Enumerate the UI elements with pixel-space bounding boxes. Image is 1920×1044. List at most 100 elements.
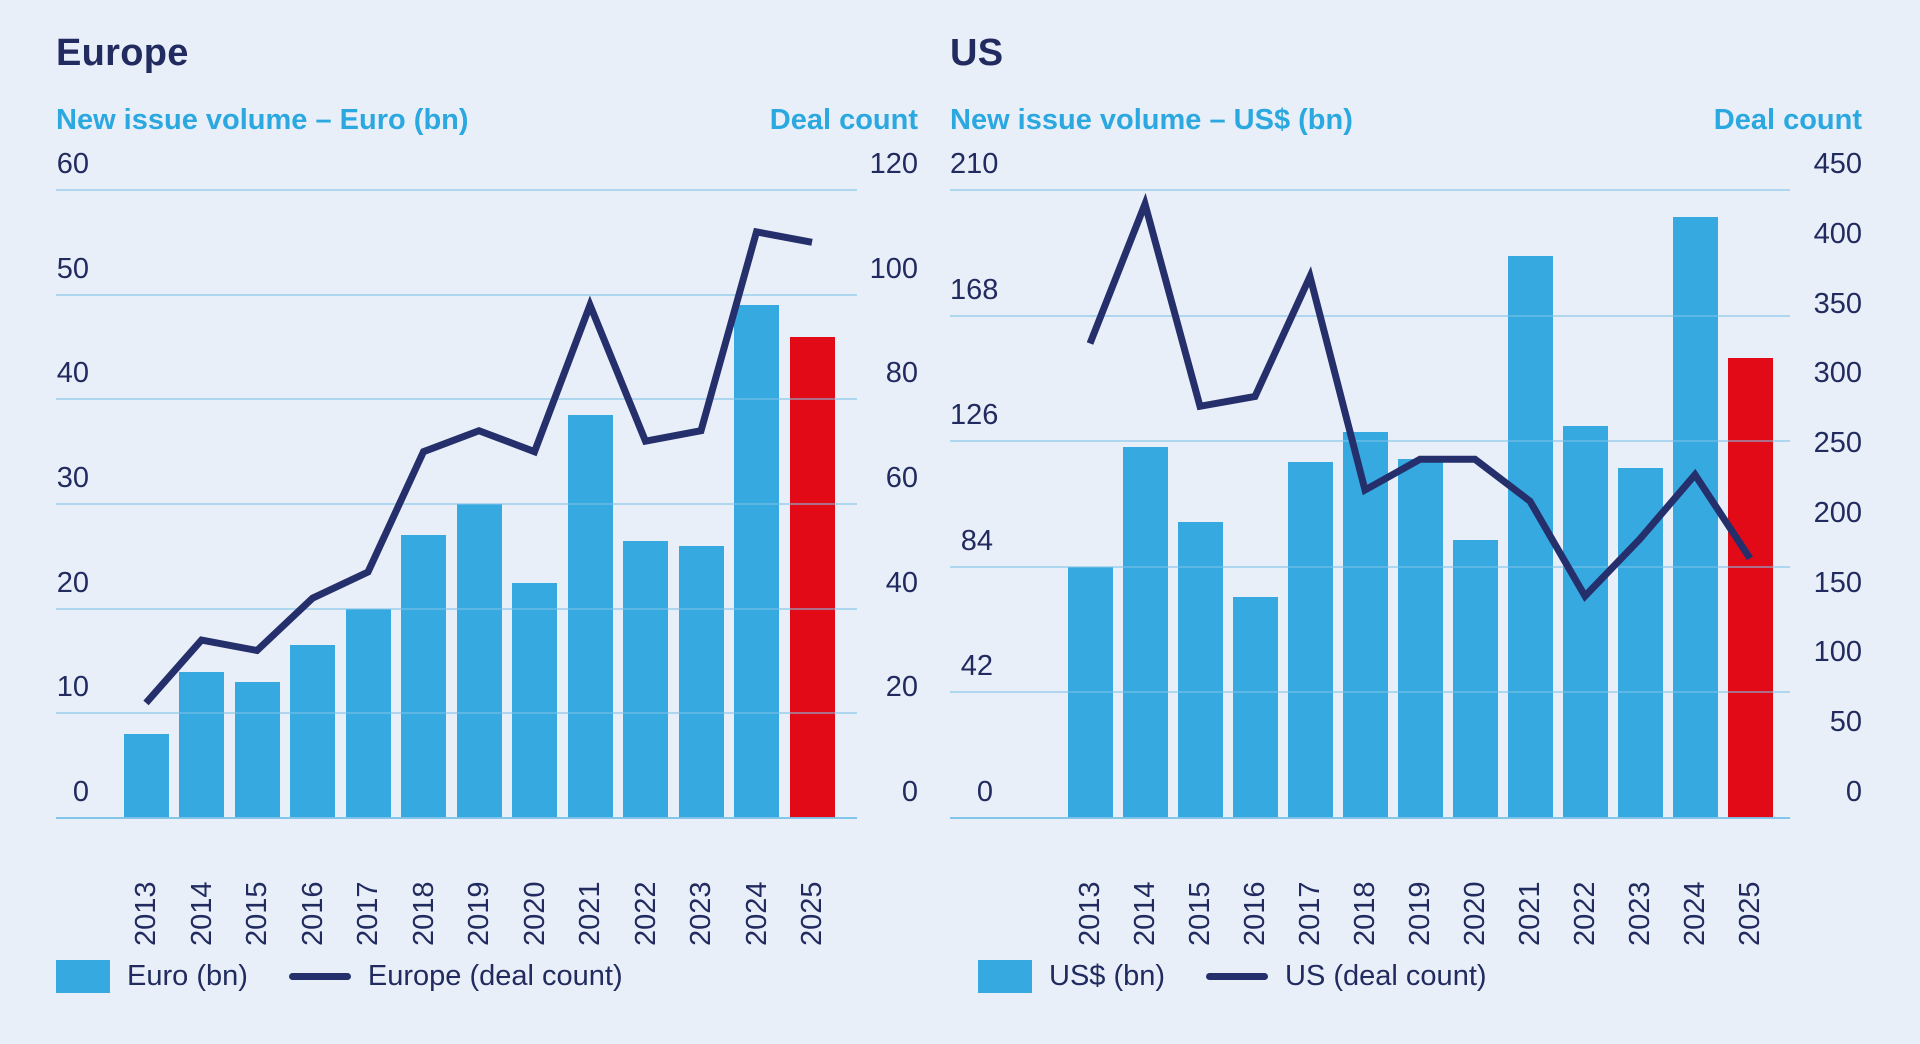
x-axis-label-2016: 2016 <box>1239 881 1271 946</box>
right-axis-tick-0: 0 <box>1845 776 1862 808</box>
gridline-left-20 <box>56 607 857 610</box>
gridline-left-60 <box>56 189 857 191</box>
bar-us-2017 <box>1287 462 1333 818</box>
bar-us-2024 <box>1672 216 1718 818</box>
left-axis-tick-168: 168 <box>950 273 999 306</box>
europe-legend-bar-swatch <box>56 960 110 993</box>
right-axis-tick-200: 200 <box>1813 496 1862 529</box>
x-axis-label-2013: 2013 <box>1074 881 1106 946</box>
bar-europe-2014 <box>179 671 224 818</box>
gridline-left-168 <box>950 314 1790 317</box>
us-legend: US$ (bn) US (deal count) <box>978 960 1487 993</box>
europe-legend-line-swatch <box>288 973 351 980</box>
left-axis-tick-0: 0 <box>72 776 89 808</box>
x-axis-label-2025: 2025 <box>796 881 828 946</box>
right-axis-tick-300: 300 <box>1813 357 1862 390</box>
bar-europe-2013 <box>123 734 169 818</box>
right-axis-tick-350: 350 <box>1813 287 1862 320</box>
left-axis-tick-60: 60 <box>56 148 89 180</box>
x-axis-label-2020: 2020 <box>518 881 551 946</box>
x-axis-label-2015: 2015 <box>1184 881 1216 946</box>
x-axis-label-2024: 2024 <box>740 881 773 946</box>
x-axis-label-2019: 2019 <box>1404 881 1436 946</box>
europe-legend: Euro (bn) Europe (deal count) <box>56 960 623 993</box>
bar-europe-2025 <box>789 336 835 818</box>
left-axis-tick-50: 50 <box>56 252 89 285</box>
left-axis-tick-210: 210 <box>950 148 999 180</box>
europe-legend-line-label: Europe (deal count) <box>367 960 623 992</box>
europe-deal-count-line <box>143 227 813 706</box>
x-axis-label-2016: 2016 <box>296 881 329 946</box>
bar-us-2019 <box>1397 459 1443 818</box>
bar-europe-2023 <box>678 545 724 818</box>
right-axis-tick-20: 20 <box>885 671 918 704</box>
gridline-left-84 <box>950 565 1790 568</box>
left-axis-tick-42: 42 <box>960 650 993 683</box>
bar-europe-2022 <box>623 540 668 818</box>
us-deal-count-line <box>1086 192 1753 602</box>
right-axis-tick-150: 150 <box>1813 566 1862 599</box>
us-legend-bar-swatch <box>978 960 1032 993</box>
left-axis-tick-20: 20 <box>56 566 89 599</box>
bar-europe-2021 <box>567 415 613 818</box>
us-axis-titles: New issue volume – US$ (bn) Deal count <box>950 104 1862 137</box>
gridline-left-10 <box>56 712 857 715</box>
x-axis-label-2025: 2025 <box>1734 881 1766 946</box>
us-chart-title: US <box>950 32 1004 74</box>
europe-chart-panel: Europe New issue volume – Euro (bn) Deal… <box>56 28 918 1028</box>
europe-plot-area: 0 10 20 30 40 50 60 0 20 40 60 80 100 120 2013 2014 2015… <box>56 148 918 946</box>
x-axis-label-2023: 2023 <box>1624 881 1656 946</box>
bar-europe-2024 <box>734 305 779 818</box>
right-axis-tick-50: 50 <box>1829 706 1862 739</box>
bar-us-2015 <box>1177 521 1223 818</box>
gridline-left-30 <box>56 503 857 505</box>
bar-europe-2019 <box>456 504 502 818</box>
x-axis-label-2020: 2020 <box>1459 881 1491 946</box>
x-axis-label-2022: 2022 <box>629 881 662 946</box>
bar-us-2014 <box>1122 447 1168 818</box>
gridline-left-0 <box>56 817 857 819</box>
bar-europe-2018 <box>401 535 446 818</box>
x-axis-label-2014: 2014 <box>1129 881 1161 946</box>
x-axis-label-2013: 2013 <box>130 881 162 946</box>
right-axis-tick-0: 0 <box>901 776 918 808</box>
left-axis-tick-30: 30 <box>56 462 89 494</box>
bar-us-2022 <box>1562 426 1608 818</box>
bar-europe-2020 <box>512 582 557 818</box>
us-plot-area: 0 42 84 126 168 210 0 50 100 150 200 250 300 350 400 45… <box>950 148 1862 946</box>
bar-europe-2016 <box>290 645 335 818</box>
europe-deal-count-polyline <box>143 227 813 706</box>
x-axis-label-2024: 2024 <box>1679 881 1711 946</box>
europe-legend-bar-label: Euro (bn) <box>127 960 248 992</box>
right-axis-tick-40: 40 <box>885 566 918 599</box>
right-axis-tick-100: 100 <box>1813 636 1862 669</box>
right-axis-tick-400: 400 <box>1813 217 1862 250</box>
gridline-left-50 <box>56 293 857 296</box>
right-axis-tick-100: 100 <box>869 252 918 285</box>
x-axis-label-2018: 2018 <box>1349 881 1381 946</box>
europe-right-axis-title: Deal count <box>769 104 918 136</box>
x-axis-label-2022: 2022 <box>1569 881 1601 946</box>
us-legend-line-swatch <box>1206 973 1269 980</box>
gridline-left-42 <box>950 691 1790 694</box>
right-axis-tick-120: 120 <box>869 148 918 180</box>
bar-us-2025 <box>1727 357 1773 818</box>
x-axis-label-2018: 2018 <box>407 881 440 946</box>
bar-us-2016 <box>1232 596 1278 818</box>
gridline-left-40 <box>56 398 857 401</box>
bar-europe-2015 <box>234 681 280 818</box>
right-axis-tick-450: 450 <box>1813 148 1862 180</box>
bar-us-2021 <box>1507 255 1553 818</box>
left-axis-tick-40: 40 <box>56 357 89 390</box>
bar-us-2018 <box>1342 432 1388 818</box>
x-axis-label-2014: 2014 <box>185 881 218 946</box>
europe-chart-title: Europe <box>56 32 189 74</box>
us-legend-bar-label: US$ (bn) <box>1049 960 1166 992</box>
gridline-left-210 <box>950 189 1790 191</box>
us-legend-line-label: US (deal count) <box>1285 960 1487 992</box>
right-axis-tick-250: 250 <box>1813 427 1862 460</box>
left-axis-tick-126: 126 <box>950 399 999 432</box>
left-axis-tick-0: 0 <box>976 776 993 808</box>
x-axis-label-2023: 2023 <box>685 881 717 946</box>
